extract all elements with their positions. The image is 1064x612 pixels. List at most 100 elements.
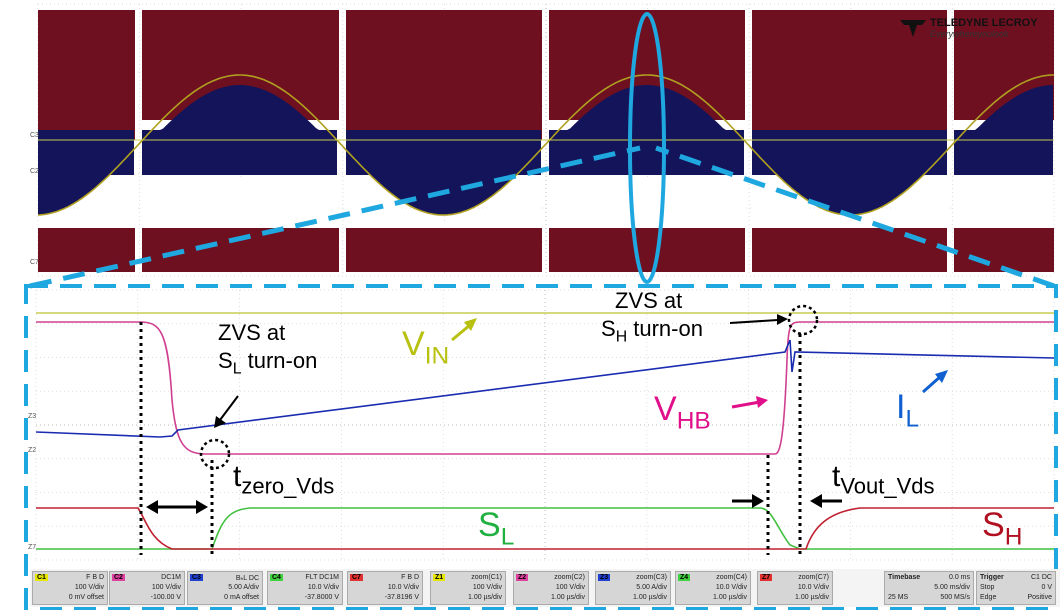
- channel-tag: Z3: [598, 574, 611, 581]
- sh-s: S: [982, 506, 1005, 544]
- channel-l2: 10.0 V/div: [387, 584, 419, 591]
- arrow-tvout-right: [810, 494, 842, 508]
- channel-l3: -100.00 V: [150, 594, 181, 601]
- label-vin: VIN: [402, 325, 449, 368]
- zoom-marker: Z3: [28, 413, 36, 420]
- c2-envelope-bottom: [142, 228, 339, 272]
- arrow-il: [922, 370, 948, 394]
- overview-waveforms: [37, 10, 1054, 272]
- arrow-vin: [451, 318, 477, 342]
- channel-l3: -37.8000 V: [304, 594, 339, 601]
- zvs-sh-s: S: [601, 316, 616, 341]
- double-arrow-tzero: [146, 500, 208, 514]
- zoom-waveforms: [35, 312, 1055, 550]
- channel-l2: 5.00 A/div: [636, 584, 667, 591]
- channel-l1: zoom(C2): [554, 574, 585, 581]
- z3-trace: [35, 339, 1055, 438]
- envelope-gap: [954, 178, 1054, 228]
- channel-tag: C7: [350, 574, 363, 581]
- zvs-sh-line1: ZVS at: [615, 288, 683, 313]
- zvs-sl-line1: ZVS at: [218, 320, 286, 345]
- zoom-guide-right: [655, 145, 1055, 289]
- sl-s: S: [478, 506, 501, 544]
- zoom-channel-markers: Z3 Z2 Z7: [28, 413, 36, 551]
- channel-tag: C4: [270, 574, 283, 581]
- zoom-marker: Z2: [28, 447, 36, 454]
- channel-l2: 10.0 V/div: [797, 584, 829, 591]
- c3-envelope: [142, 85, 337, 175]
- channel-l2: 100 V/div: [472, 584, 502, 591]
- channel-l3: 1.00 µs/div: [551, 594, 585, 601]
- channel-l1: zoom(C7): [798, 574, 829, 581]
- channel-l1: zoom(C3): [636, 574, 667, 581]
- zvs-sl-line2: SL turn-on: [218, 348, 317, 377]
- vhb-sub: HB: [676, 407, 711, 435]
- overview-marker: C2: [30, 168, 39, 175]
- overview-marker: C7: [30, 259, 39, 266]
- tzero-sub: zero_Vds: [241, 473, 335, 499]
- timebase-rate: 500 MS/s: [940, 594, 970, 601]
- c3-envelope: [549, 85, 744, 175]
- channel-l1: FLT DC1M: [305, 574, 339, 581]
- label-sl: SL: [478, 506, 514, 549]
- zoom-marker: Z7: [28, 544, 36, 551]
- envelope-gap: [752, 178, 947, 228]
- channel-tag: Z2: [516, 574, 529, 581]
- zvs-sh-rest: turn-on: [627, 316, 703, 341]
- channel-l1: F B D: [401, 574, 419, 581]
- channel-l3: 1.00 µs/div: [633, 594, 667, 601]
- zvs-sl-circle: [199, 438, 231, 470]
- channel-l3: 1.00 µs/div: [795, 594, 829, 601]
- channel-l3: -37.8196 V: [384, 594, 419, 601]
- channel-box-c1[interactable]: C1 F B D 100 V/div 0 mV offset: [32, 571, 108, 605]
- channel-tag: C2: [112, 574, 125, 581]
- c3-envelope: [346, 130, 541, 215]
- channel-box-z2[interactable]: Z2 zoom(C2) 100 V/div 1.00 µs/div: [513, 571, 589, 605]
- timebase-div: 5.00 ms/div: [934, 584, 970, 591]
- zvs-sl-s: S: [218, 348, 233, 373]
- channel-tag: Z7: [760, 574, 773, 581]
- tzero-t: t: [233, 460, 242, 493]
- envelope-gap: [38, 178, 135, 228]
- channel-l2: 10.0 V/div: [307, 584, 339, 591]
- channel-l3: 0 mA offset: [224, 594, 259, 601]
- label-tvout: tVout_Vds: [832, 460, 935, 498]
- trigger-label: Trigger: [980, 574, 1004, 581]
- il-i: I: [896, 388, 906, 426]
- overview-channel-markers: C3 C2 C7: [30, 132, 39, 266]
- channel-box-c2[interactable]: C2 DC1M 100 V/div -100.00 V: [109, 571, 185, 605]
- brand-tagline: Everywhereyoulook: [930, 29, 1009, 39]
- channel-l2: 100 V/div: [74, 584, 104, 591]
- overview-marker: C3: [30, 132, 39, 139]
- channel-l2: 100 V/div: [555, 584, 585, 591]
- channel-box-z7[interactable]: Z7 zoom(C7) 10.0 V/div 1.00 µs/div: [757, 571, 833, 605]
- channel-box-c3[interactable]: C3 BₕL DC 5.00 A/div 0 mA offset: [187, 571, 263, 605]
- timebase-box[interactable]: Timebase 0.0 ms 5.00 ms/div 25 MS 500 MS…: [884, 571, 974, 605]
- c2-envelope-bottom: [346, 228, 542, 272]
- tvout-t: t: [832, 460, 841, 493]
- channel-box-z1[interactable]: Z1 zoom(C1) 100 V/div 1.00 µs/div: [430, 571, 506, 605]
- trigger-source: C1 DC: [1030, 574, 1052, 581]
- c3-envelope: [752, 130, 947, 215]
- c2-envelope-bottom: [752, 228, 947, 272]
- arrow-zvs-sl: [214, 395, 239, 428]
- channel-l1: zoom(C1): [471, 574, 502, 581]
- c2-envelope-bottom: [954, 228, 1054, 272]
- channel-box-z4[interactable]: Z4 zoom(C4) 10.0 V/div 1.00 µs/div: [675, 571, 751, 605]
- sl-sub: L: [500, 523, 515, 551]
- channel-box-z3[interactable]: Z3 zoom(C3) 5.00 A/div 1.00 µs/div: [595, 571, 671, 605]
- zoom-panel: Z3 Z2 Z7: [28, 289, 1055, 561]
- c3-envelope: [954, 85, 1053, 175]
- vin-v: V: [402, 325, 425, 363]
- brand-logo: TELEDYNE LECROY Everywhereyoulook: [900, 16, 1050, 40]
- trigger-box[interactable]: Trigger C1 DC Stop 0 V Edge Positive: [976, 571, 1056, 605]
- z2-trace: [36, 321, 1054, 455]
- label-zvs-sh: ZVS at SH turn-on: [601, 288, 703, 345]
- trigger-type: Edge: [980, 594, 997, 601]
- envelope-gap: [346, 178, 542, 228]
- channel-tag: Z1: [433, 574, 446, 581]
- z7-trace: [36, 507, 1054, 550]
- channel-l1: F B D: [86, 574, 104, 581]
- channel-box-c4[interactable]: C4 FLT DC1M 10.0 V/div -37.8000 V: [267, 571, 343, 605]
- channel-box-c7[interactable]: C7 F B D 10.0 V/div -37.8196 V: [347, 571, 423, 605]
